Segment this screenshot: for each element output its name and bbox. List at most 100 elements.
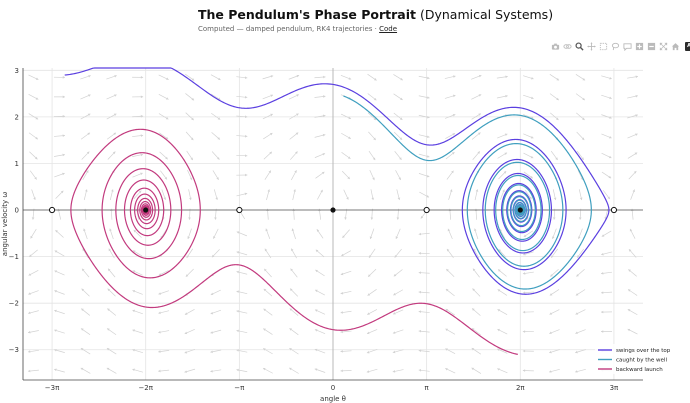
home-icon[interactable]	[671, 42, 680, 51]
field-arrow-head	[478, 94, 482, 97]
field-arrow-head	[555, 157, 558, 160]
field-arrow-head	[346, 197, 349, 200]
field-arrow-head	[263, 288, 267, 292]
field-arrow-head	[578, 217, 582, 220]
field-arrow-head	[601, 234, 605, 237]
field-arrow-head	[107, 308, 110, 312]
camera-icon[interactable]	[551, 42, 560, 51]
field-arrow-head	[475, 189, 479, 192]
field-arrow-head	[418, 368, 422, 372]
zoom-in-icon[interactable]	[635, 42, 644, 51]
field-arrow-head	[315, 249, 319, 253]
field-arrow-head	[471, 367, 475, 371]
field-arrow-head	[216, 157, 220, 160]
field-arrow-head	[445, 328, 449, 332]
field-arrow-head	[373, 137, 376, 141]
field-arrow-head	[264, 268, 267, 272]
field-arrow-head	[522, 349, 526, 353]
field-arrow-head	[582, 77, 586, 81]
field-arrow-head	[371, 197, 375, 201]
field-arrow-head	[627, 328, 631, 332]
field-arrow-head	[452, 113, 456, 117]
code-link[interactable]: Code	[379, 25, 398, 33]
field-arrow-head	[347, 176, 350, 180]
field-arrow-head	[601, 330, 604, 333]
y-tick-label: −3	[9, 346, 19, 354]
field-arrow-head	[366, 350, 370, 354]
field-arrow-head	[582, 97, 585, 101]
field-arrow-head	[295, 151, 298, 154]
crosshair-icon[interactable]	[587, 41, 596, 51]
field-arrow-head	[522, 291, 526, 295]
field-arrow-head	[551, 255, 554, 258]
field-arrow-head	[445, 368, 448, 371]
stable-point	[330, 207, 336, 213]
field-arrow-head	[340, 272, 344, 276]
field-arrow-head	[418, 232, 422, 236]
field-arrow-head	[210, 311, 214, 315]
field-arrow-head	[184, 331, 188, 335]
field-arrow-head	[86, 170, 89, 173]
hide-icon[interactable]	[563, 42, 572, 51]
field-arrow-head	[340, 330, 343, 334]
field-arrow-head	[33, 197, 36, 200]
field-arrow-head	[477, 132, 481, 135]
zoom-out-icon[interactable]	[647, 42, 656, 51]
field-arrow-head	[166, 77, 169, 80]
field-arrow-head	[445, 308, 449, 312]
field-arrow-head	[627, 309, 631, 312]
field-arrow-head	[579, 197, 583, 201]
equilibrium-points	[48, 206, 618, 214]
zoom-icon[interactable]	[575, 41, 584, 51]
field-arrow-head	[369, 236, 373, 239]
autoscale-icon[interactable]	[659, 42, 668, 51]
field-arrow-head	[54, 329, 57, 332]
plotly-logo[interactable]: AI	[685, 41, 690, 51]
field-arrow-head	[62, 95, 65, 99]
legend: swings over the top caught by the well bac…	[595, 344, 671, 374]
field-arrow-head	[236, 231, 240, 234]
field-arrow-head	[35, 77, 39, 80]
field-arrow-head	[111, 189, 114, 192]
page-title: The Pendulum's Phase Portrait (Dynamical…	[198, 7, 553, 22]
field-arrow-head	[635, 75, 638, 79]
x-axis-label: angle θ	[320, 395, 346, 403]
field-arrow-head	[397, 197, 401, 201]
comment-icon[interactable]	[623, 42, 632, 51]
field-arrow-head	[163, 197, 167, 200]
field-arrow-head	[289, 367, 292, 371]
field-arrow-head	[54, 270, 58, 273]
x-tick-label: π	[425, 384, 430, 392]
field-arrow-head	[132, 348, 135, 352]
field-arrow-head	[244, 134, 248, 138]
saddle-point	[48, 206, 56, 214]
field-arrow-head	[628, 269, 631, 272]
field-arrow-head	[505, 75, 508, 79]
pan-icon[interactable]	[599, 42, 608, 51]
field-arrow-head	[393, 273, 397, 277]
field-arrow-head	[342, 235, 345, 238]
field-arrow-head	[112, 151, 116, 155]
lasso-icon[interactable]	[611, 42, 620, 51]
y-tick-label: 2	[15, 113, 19, 121]
field-arrow-head	[320, 189, 323, 193]
field-arrow-head	[158, 273, 162, 276]
field-arrow-head	[269, 133, 273, 136]
field-arrow-head	[372, 177, 375, 181]
field-arrow-head	[62, 153, 65, 157]
field-arrow-head	[188, 217, 191, 220]
field-arrow-head	[296, 74, 300, 78]
field-arrow-head	[549, 350, 552, 354]
trajectory-0	[64, 67, 610, 295]
field-arrow-head	[87, 132, 90, 136]
field-arrow-head	[236, 310, 239, 313]
field-arrow-head	[291, 228, 295, 232]
field-arrow-head	[634, 152, 638, 155]
field-arrow-head	[451, 170, 454, 174]
field-arrow-head	[609, 96, 612, 100]
field-arrow-head	[315, 289, 318, 293]
field-arrow-head	[340, 349, 343, 353]
field-arrow-head	[140, 134, 144, 137]
field-arrow-head	[392, 370, 396, 373]
